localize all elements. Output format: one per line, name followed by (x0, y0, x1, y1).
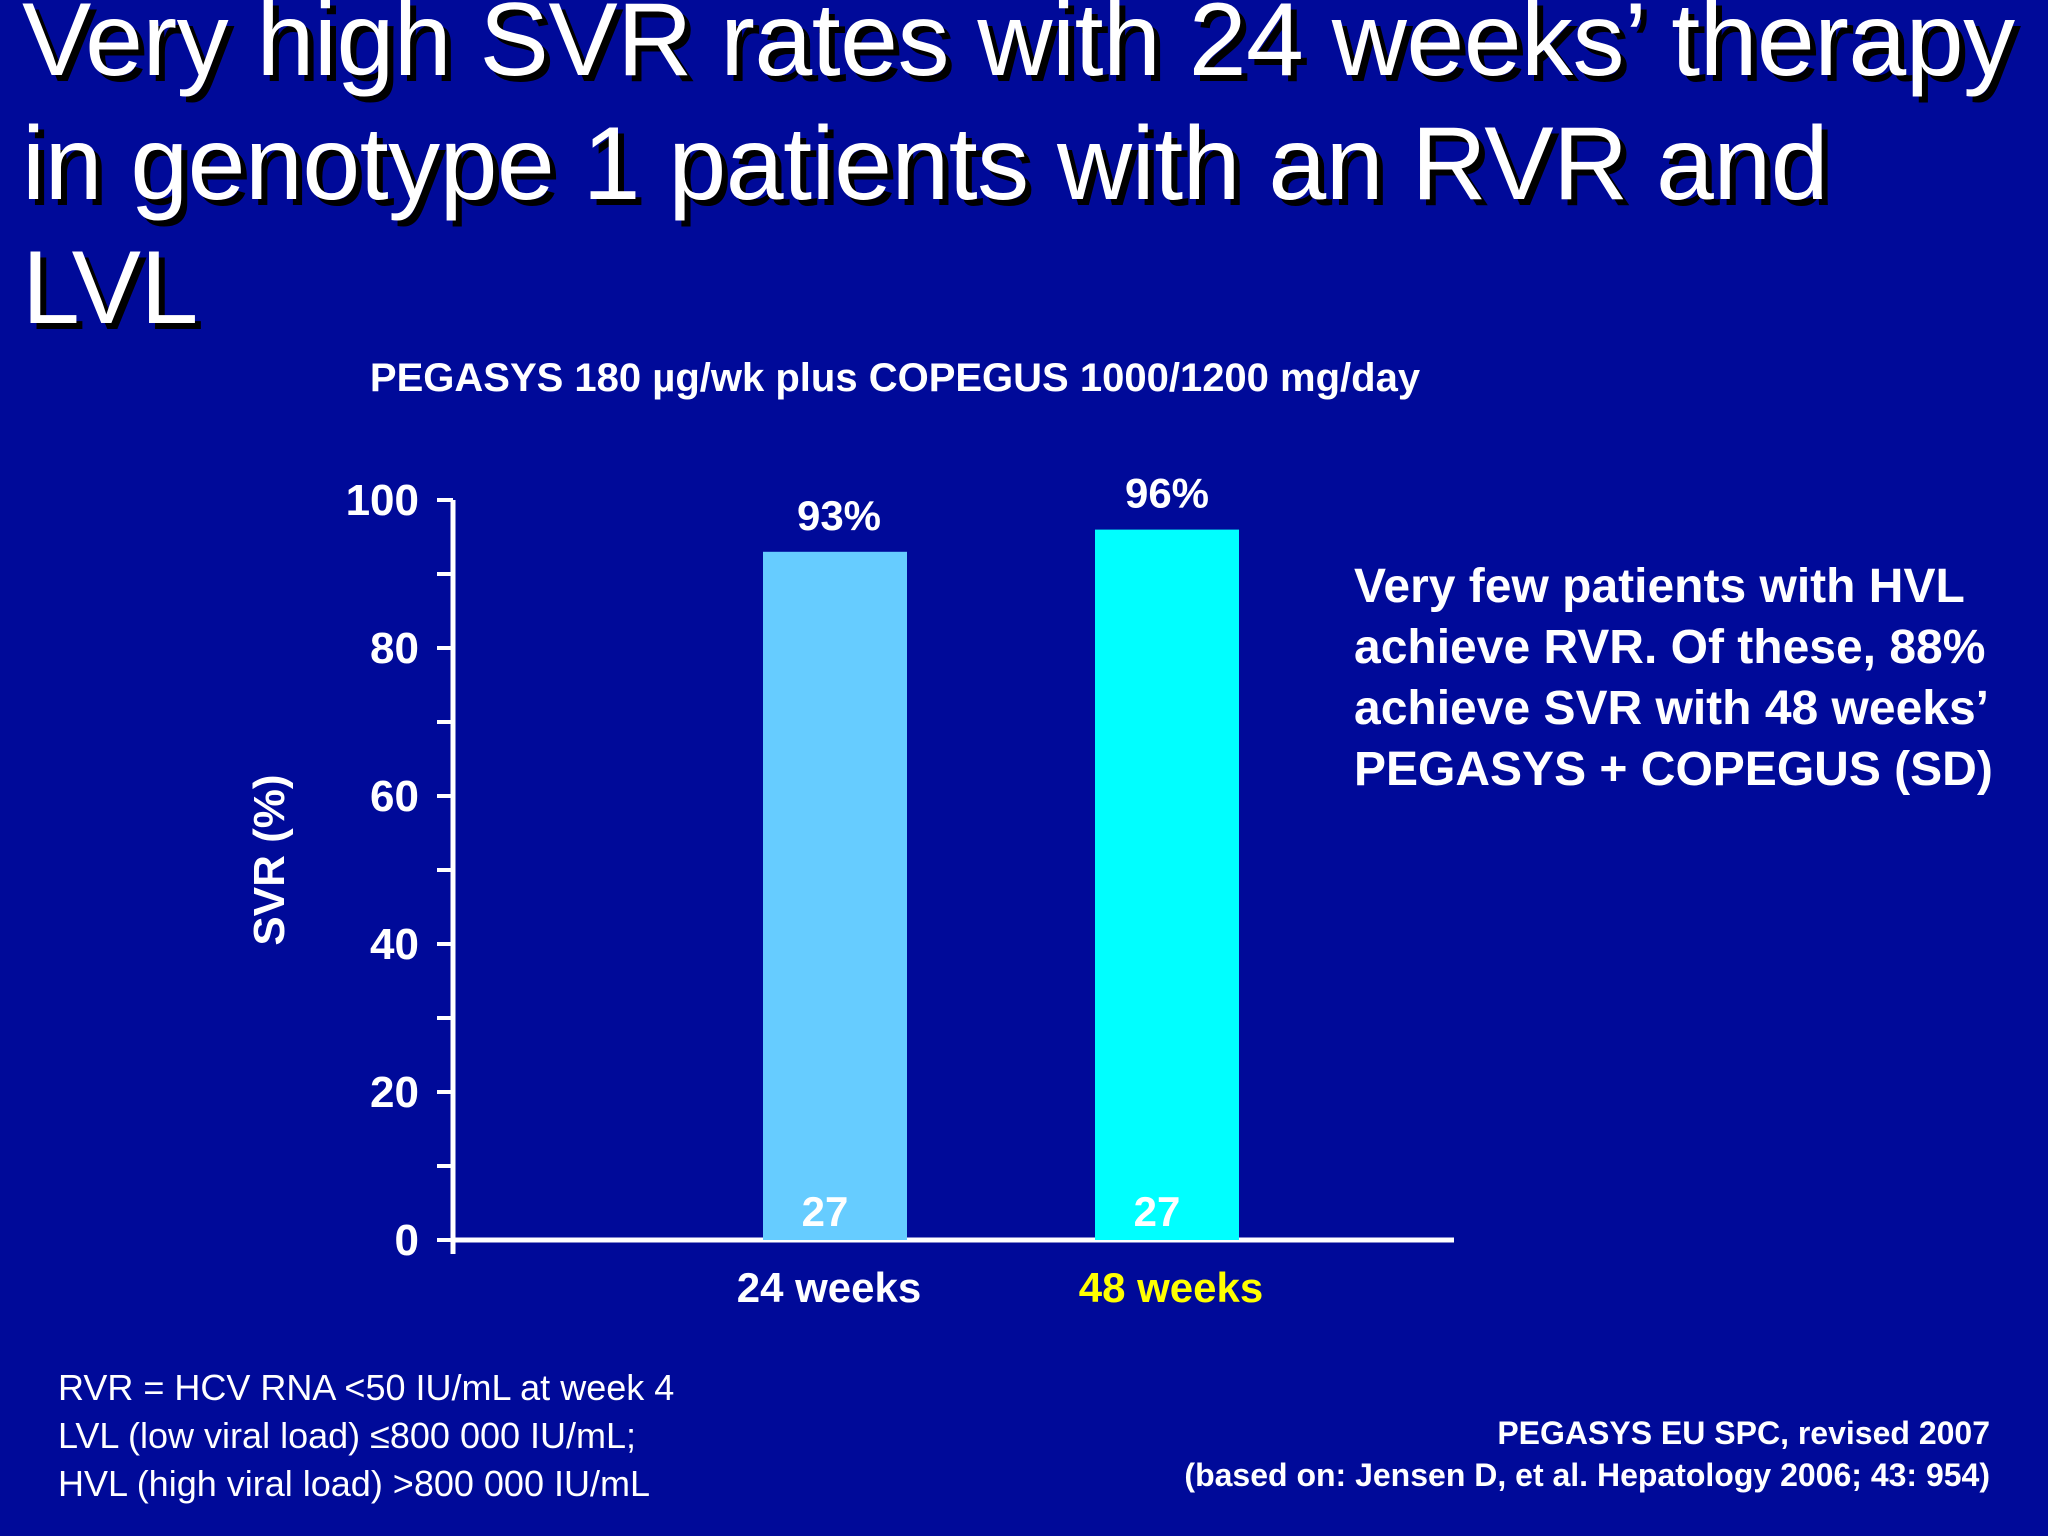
footnotes: RVR = HCV RNA <50 IU/mL at week 4 LVL (l… (58, 1364, 674, 1508)
source-citation: PEGASYS EU SPC, revised 2007 (based on: … (1184, 1412, 1990, 1496)
bar-n-label: 27 (802, 1188, 849, 1235)
bar-value-label: 93% (797, 492, 881, 539)
slide-title: Very high SVR rates with 24 weeks’ thera… (22, 0, 2015, 346)
chart-subtitle: PEGASYS 180 µg/wk plus COPEGUS 1000/1200… (369, 356, 1421, 400)
source-line-reference: (based on: Jensen D, et al. Hepatology 2… (1184, 1457, 1990, 1493)
footnote-lvl: LVL (low viral load) ≤800 000 IU/mL; (58, 1415, 637, 1456)
y-tick-label: 20 (370, 1068, 419, 1117)
x-category-label: 48 weeks (1079, 1264, 1264, 1311)
bar-value-label: 96% (1125, 470, 1209, 517)
chart-axes: 0 20 40 60 80 100 SVR (%) (245, 476, 1454, 1265)
side-note: Very few patients with HVL achieve RVR. … (1354, 560, 1993, 796)
bar-1 (763, 551, 907, 1240)
y-tick-label: 100 (346, 476, 419, 525)
y-tick-label: 0 (395, 1216, 419, 1265)
x-category-label: 24 weeks (737, 1264, 922, 1311)
bar-n-label: 27 (1134, 1188, 1181, 1235)
source-line-spc: PEGASYS EU SPC, revised 2007 (1497, 1415, 1990, 1451)
y-axis-label: SVR (%) (245, 774, 294, 945)
chart-labels: 93% 27 24 weeks 96% 27 48 weeks (737, 470, 1264, 1311)
y-tick-label: 40 (370, 920, 419, 969)
chart-bars (763, 529, 1239, 1240)
y-tick-label: 80 (370, 624, 419, 673)
footnote-rvr: RVR = HCV RNA <50 IU/mL at week 4 (58, 1367, 675, 1408)
bar-2 (1095, 529, 1239, 1240)
y-tick-label: 60 (370, 772, 419, 821)
footnote-hvl: HVL (high viral load) >800 000 IU/mL (58, 1463, 650, 1504)
